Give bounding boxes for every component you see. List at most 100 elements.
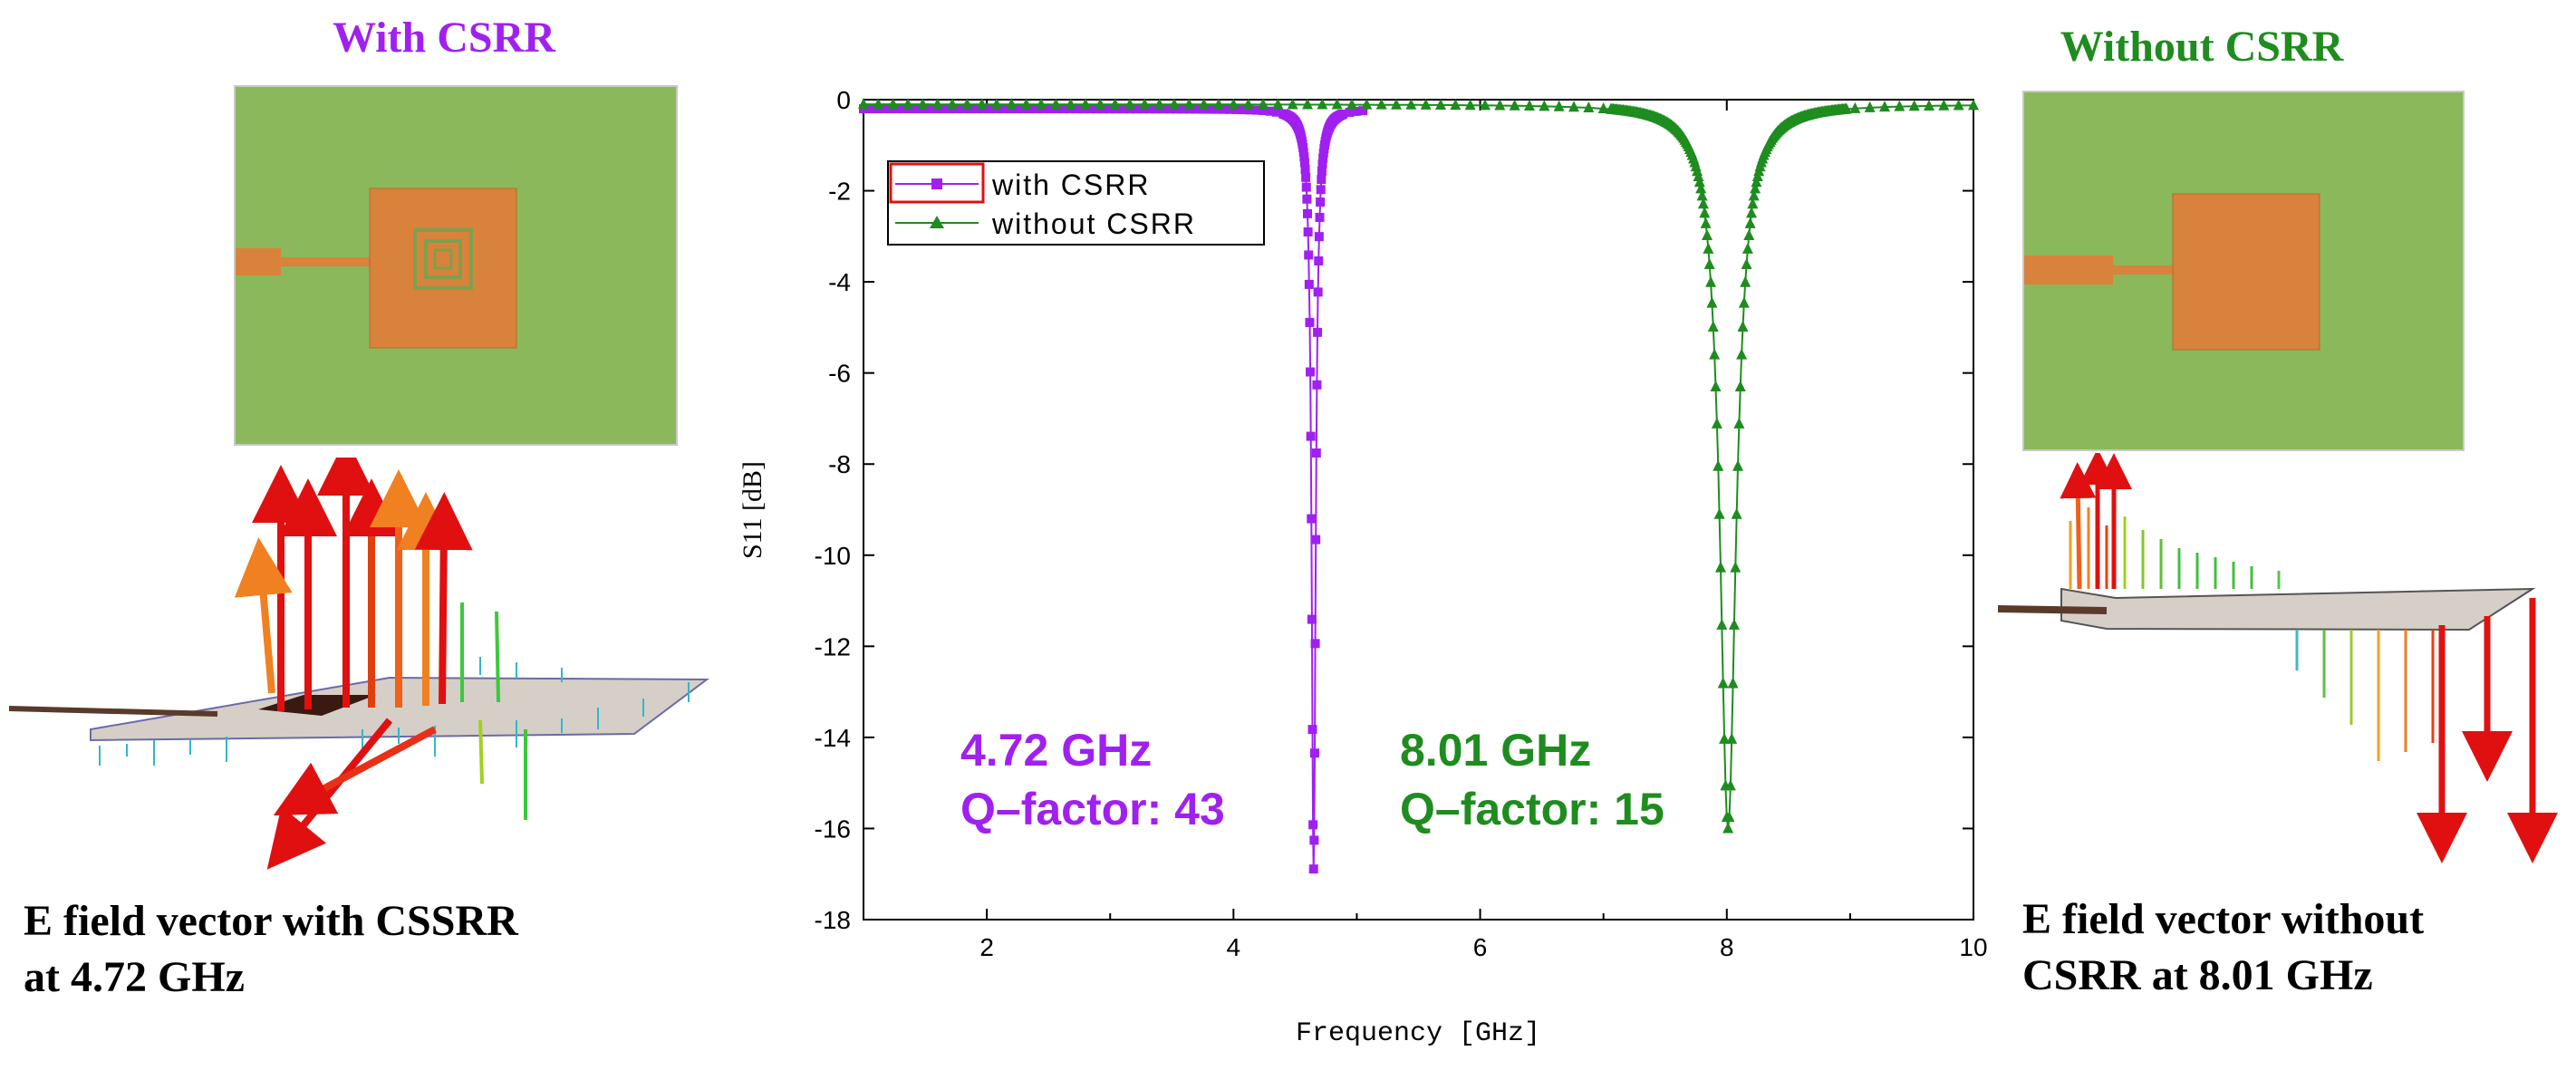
point-with-csrr — [1072, 104, 1082, 114]
point-with-csrr — [1304, 250, 1314, 260]
point-without-csrr — [961, 98, 973, 110]
e-field-with-csrr-image — [9, 458, 709, 870]
point-without-csrr — [1938, 99, 1950, 111]
point-without-csrr — [1733, 417, 1745, 429]
point-without-csrr — [1732, 459, 1744, 471]
point-without-csrr — [1036, 98, 1047, 110]
point-without-csrr — [1583, 101, 1595, 113]
point-without-csrr — [1840, 102, 1852, 114]
point-without-csrr — [1287, 98, 1298, 110]
point-without-csrr — [1361, 98, 1373, 110]
point-without-csrr — [1730, 561, 1741, 573]
point-with-csrr — [1306, 367, 1316, 377]
point-without-csrr — [1597, 102, 1609, 114]
point-with-csrr — [1245, 105, 1255, 115]
point-without-csrr — [1741, 242, 1753, 254]
point-without-csrr — [1741, 258, 1752, 270]
legend-without-csrr: without CSRR — [991, 207, 1196, 240]
x-tick-label: 10 — [1959, 933, 1987, 961]
point-with-csrr — [1317, 175, 1327, 185]
point-without-csrr — [1420, 98, 1432, 110]
point-with-csrr — [1192, 104, 1201, 114]
point-with-csrr — [1303, 208, 1312, 218]
point-without-csrr — [1213, 98, 1224, 110]
point-with-csrr — [1351, 106, 1361, 116]
point-with-csrr — [1058, 104, 1068, 114]
point-with-csrr — [1185, 104, 1195, 114]
point-with-csrr — [1218, 104, 1228, 114]
point-with-csrr — [1299, 158, 1309, 168]
point-with-csrr — [1311, 535, 1321, 545]
point-without-csrr — [1722, 822, 1734, 834]
point-with-csrr — [1265, 106, 1275, 116]
point-without-csrr — [1711, 417, 1722, 429]
point-with-csrr — [1345, 107, 1355, 117]
point-without-csrr — [1743, 228, 1755, 240]
point-without-csrr — [1509, 99, 1520, 111]
point-without-csrr — [1095, 98, 1106, 110]
point-with-csrr — [1158, 104, 1168, 114]
point-without-csrr — [1751, 176, 1762, 188]
point-without-csrr — [1346, 98, 1357, 110]
point-with-csrr — [999, 104, 1008, 114]
point-without-csrr — [976, 98, 988, 110]
point-without-csrr — [1405, 98, 1417, 110]
point-without-csrr — [1568, 101, 1579, 112]
point-with-csrr — [1300, 164, 1310, 174]
point-without-csrr — [902, 98, 913, 110]
point-with-csrr — [1314, 232, 1324, 242]
point-with-csrr — [1211, 104, 1221, 114]
y-tick-label: -4 — [828, 268, 851, 296]
with-csrr-title: With CSRR — [333, 14, 555, 62]
without-csrr-caption-line1: E field vector without — [2022, 895, 2425, 943]
without-csrr-title: Without CSRR — [2060, 23, 2344, 71]
point-without-csrr — [1553, 100, 1565, 111]
point-with-csrr — [1172, 104, 1182, 114]
annotation-with-csrr-frequency: 4.72 GHz — [960, 725, 1152, 776]
point-without-csrr — [1740, 275, 1751, 287]
point-with-csrr — [939, 104, 949, 114]
point-with-csrr — [1316, 198, 1326, 207]
with-csrr-caption-line1: E field vector with CSSRR — [24, 897, 518, 945]
point-without-csrr — [858, 98, 869, 110]
y-tick-label: -10 — [815, 542, 851, 570]
x-axis-label: Frequency [GHz] — [1296, 1018, 1540, 1049]
point-without-csrr — [1864, 101, 1876, 112]
point-without-csrr — [1696, 189, 1708, 201]
point-without-csrr — [1317, 98, 1328, 110]
e-field-without-csrr-image — [1998, 453, 2558, 863]
point-without-csrr — [1302, 98, 1313, 110]
point-with-csrr — [1271, 107, 1281, 117]
point-without-csrr — [1710, 380, 1722, 391]
point-without-csrr — [1699, 207, 1711, 218]
point-without-csrr — [1183, 98, 1195, 110]
y-tick-label: 0 — [836, 86, 851, 114]
point-without-csrr — [1139, 98, 1151, 110]
point-with-csrr — [1205, 104, 1215, 114]
point-with-csrr — [1317, 159, 1327, 169]
point-with-csrr — [1312, 380, 1322, 390]
point-without-csrr — [1750, 182, 1761, 194]
point-without-csrr — [1435, 98, 1446, 110]
annotation-without-csrr-frequency: 8.01 GHz — [1400, 725, 1591, 776]
point-with-csrr — [1308, 864, 1318, 874]
y-tick-label: -16 — [815, 815, 851, 843]
point-without-csrr — [873, 98, 884, 110]
point-without-csrr — [1879, 101, 1890, 112]
point-with-csrr — [1307, 725, 1317, 735]
annotation-without-csrr-qfactor: Q–factor: 15 — [1400, 784, 1664, 834]
y-axis-label: S11 [dB] — [738, 461, 767, 559]
point-with-csrr — [1301, 172, 1311, 182]
antenna-without-csrr-image — [2022, 91, 2465, 451]
point-without-csrr — [1700, 217, 1712, 228]
point-with-csrr — [1259, 106, 1268, 116]
point-without-csrr — [1524, 99, 1535, 111]
point-with-csrr — [1310, 639, 1320, 649]
point-without-csrr — [1716, 618, 1728, 630]
point-without-csrr — [1375, 98, 1387, 110]
point-without-csrr — [991, 98, 1002, 110]
point-with-csrr — [1307, 514, 1317, 524]
point-with-csrr — [985, 104, 995, 114]
point-with-csrr — [1313, 287, 1323, 297]
point-without-csrr — [1705, 275, 1717, 287]
